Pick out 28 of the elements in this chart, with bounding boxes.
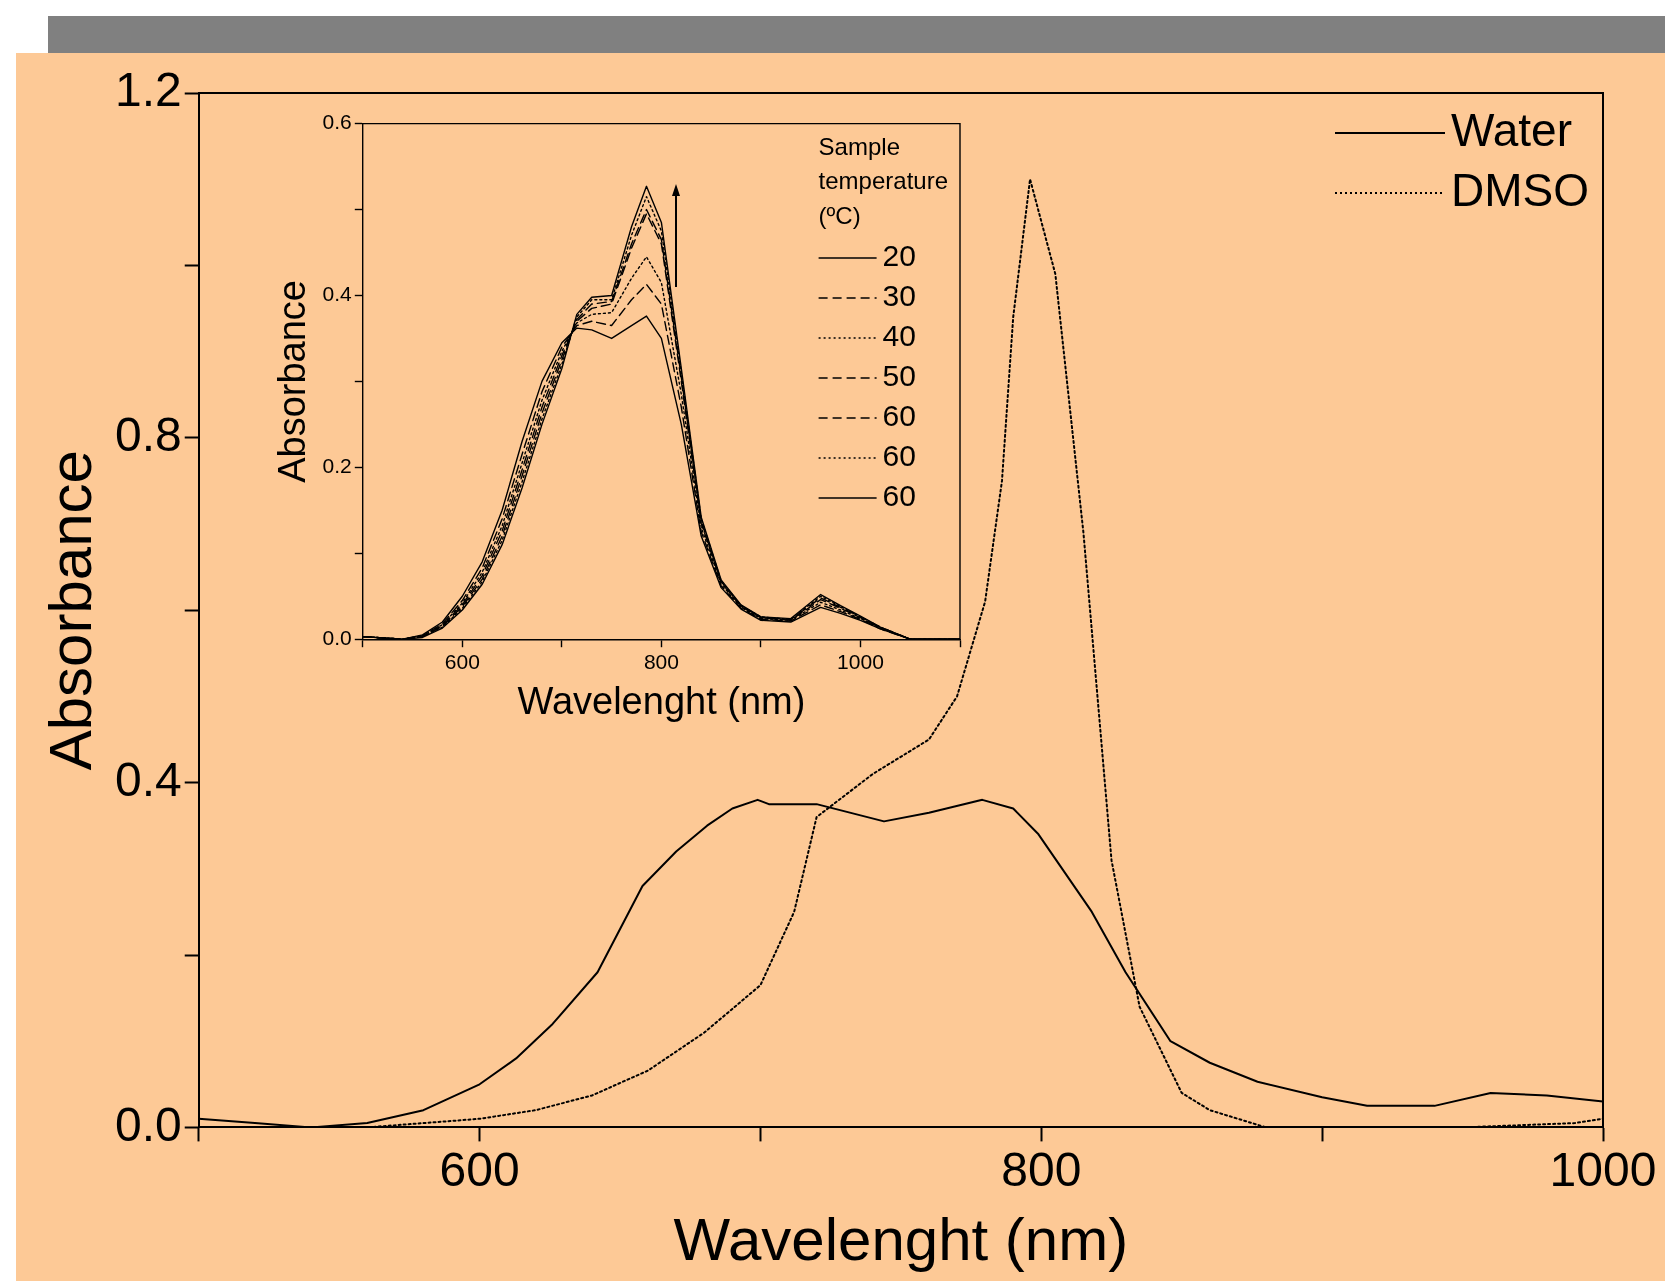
- y-tick-label: 0.0: [114, 1097, 182, 1151]
- legend-title: Sample temperature (ºC): [818, 132, 949, 230]
- y-axis-title: Absorbance: [36, 450, 104, 771]
- x-tick-label: 600: [444, 649, 480, 673]
- legend-label: 40: [882, 319, 916, 353]
- x-axis-title: Wavelenght (nm): [517, 679, 806, 722]
- x-tick-label: 1000: [837, 649, 884, 673]
- y-tick-label: 0.2: [322, 454, 352, 478]
- legend-label: Water: [1451, 103, 1572, 156]
- y-tick-label: 0.0: [322, 626, 352, 649]
- y-tick-label: 0.8: [114, 408, 182, 462]
- y-tick-label: 1.2: [114, 63, 182, 117]
- legend-label: 60: [882, 439, 916, 473]
- legend-label: 20: [882, 239, 916, 273]
- y-tick-label: 0.6: [322, 110, 352, 134]
- y-tick-label: 0.4: [114, 752, 182, 806]
- x-axis-title: Wavelenght (nm): [673, 1205, 1129, 1273]
- x-tick-label: 800: [643, 649, 679, 673]
- x-tick-label: 1000: [1549, 1143, 1657, 1197]
- legend-label: 60: [882, 399, 916, 433]
- x-tick-label: 600: [439, 1143, 520, 1197]
- y-axis-title: Absorbance: [271, 279, 314, 483]
- y-tick-label: 0.4: [322, 282, 353, 306]
- legend-label: 30: [882, 279, 916, 313]
- legend-label: DMSO: [1451, 163, 1589, 216]
- legend-label: 60: [882, 479, 916, 513]
- x-tick-label: 800: [1001, 1143, 1082, 1197]
- legend-label: 50: [882, 359, 916, 393]
